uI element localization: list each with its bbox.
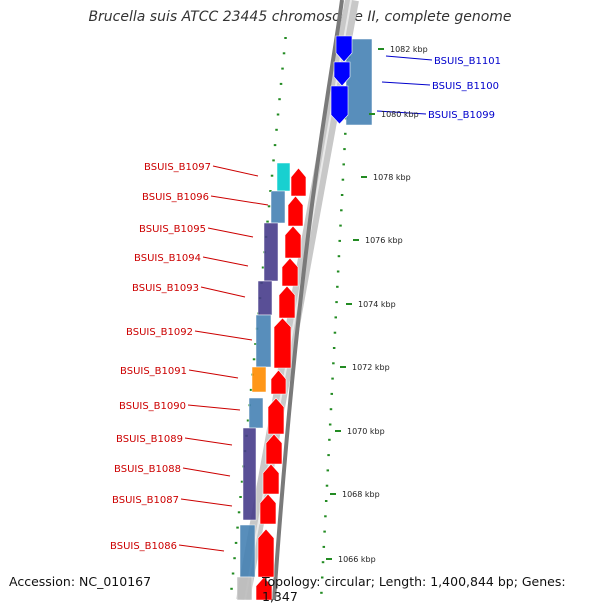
reverse-gene-arrow [259,493,277,525]
kbp-label: 1078 kbp [373,173,411,182]
leader-line [188,369,239,379]
leader-line [385,55,433,61]
gene-label: BSUIS_B1094 [134,253,201,264]
leader-line [194,330,253,341]
reverse-gene-arrow [267,397,285,435]
leader-line [184,437,233,446]
accession-text: Accession: NC_010167 [9,574,152,589]
gene-label: BSUIS_B1086 [110,541,177,552]
map-title: Brucella suis ATCC 23445 chromosome II, … [88,9,512,25]
gene-label: BSUIS_B1091 [120,366,187,377]
forward-gene-arrow [330,85,349,125]
leader-line [376,110,427,115]
kbp-label: 1068 kbp [342,490,380,499]
leader-line [178,544,225,552]
leader-line [212,165,259,177]
leader-line [210,195,269,206]
reverse-gene-arrow [255,576,273,600]
kbp-label: 1082 kbp [390,45,428,54]
reverse-gene-arrow [273,317,292,369]
leader-lines [178,55,433,552]
leader-line [381,81,431,86]
gene-labels: BSUIS_B1097 BSUIS_B1096 BSUIS_B1095 BSUIS_B… [110,56,501,552]
gene-label: BSUIS_B1099 [428,110,495,121]
leader-line [182,467,231,477]
reverse-gene-arrow [290,167,307,197]
gene-label: BSUIS_B1095 [139,224,206,235]
reverse-gene-arrow [265,433,283,465]
kbp-label: 1072 kbp [352,363,390,372]
reverse-gene-arrow [257,528,275,578]
leader-line [200,286,246,298]
kbp-label: 1066 kbp [338,555,376,564]
leader-line [187,404,241,411]
reverse-gene-arrow [287,195,304,227]
forward-gene-arrow [333,61,351,87]
kbp-label: 1074 kbp [358,300,396,309]
cds-block [239,524,256,578]
reverse-gene-arrow [278,285,296,319]
kbp-labels: 1066 kbp 1068 kbp 1070 kbp 1072 kbp 1074 kbp… [326,45,428,564]
reverse-gene-arrow [270,369,287,395]
cds-block [248,397,264,429]
cds-block [257,280,273,316]
leader-line [180,498,233,507]
cds-block [263,222,279,282]
leader-line [207,227,254,238]
cds-block [255,314,272,368]
reverse-gene-arrow [281,257,299,287]
gene-label: BSUIS_B1093 [132,283,199,294]
cds-block [251,366,267,393]
cds-block [276,162,291,192]
reverse-gene-arrow [284,225,302,259]
leader-line [202,256,249,267]
gene-label: BSUIS_B1096 [142,192,209,203]
gene-label: BSUIS_B1092 [126,327,193,338]
kbp-label: 1080 kbp [381,110,419,119]
gene-label: BSUIS_B1097 [144,162,211,173]
gene-label: BSUIS_B1089 [116,434,183,445]
cds-block [270,190,286,224]
kbp-label: 1070 kbp [347,427,385,436]
gene-label: BSUIS_B1087 [112,495,179,506]
cds-block [242,427,257,521]
kbp-label: 1076 kbp [365,236,403,245]
forward-gene-arrow [335,35,353,63]
gene-label: BSUIS_B1090 [119,401,186,412]
reverse-gene-arrow [262,463,280,495]
gene-track [255,35,353,600]
cds-block [236,576,253,600]
gene-label: BSUIS_B1101 [434,56,501,67]
gene-label: BSUIS_B1100 [432,81,499,92]
gene-label: BSUIS_B1088 [114,464,181,475]
